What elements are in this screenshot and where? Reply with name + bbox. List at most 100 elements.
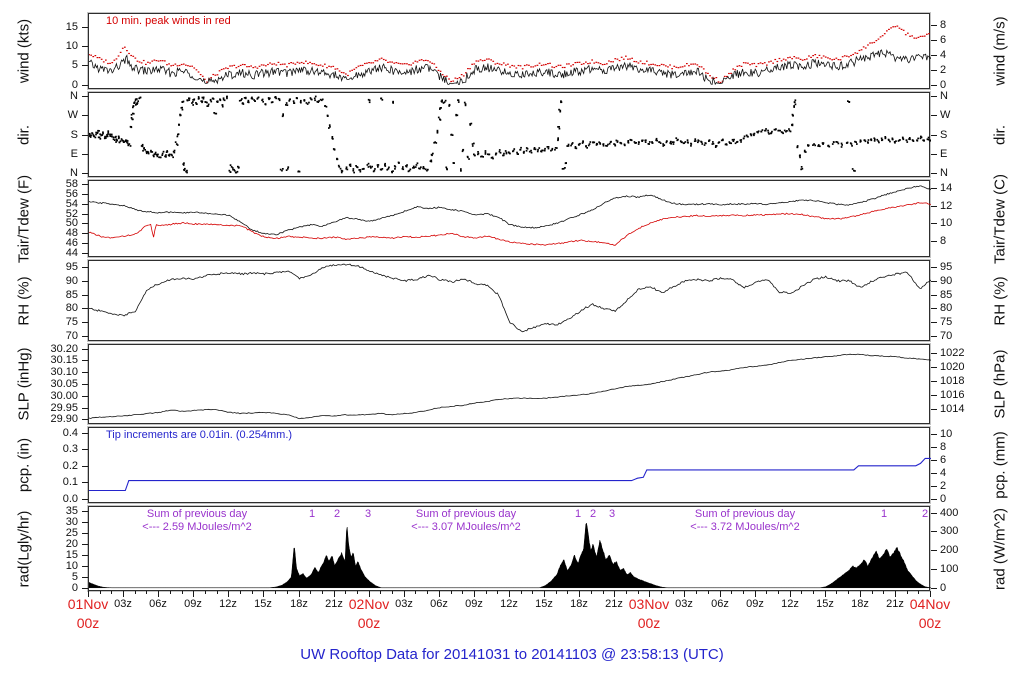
panel-pcp (88, 427, 931, 503)
x-axis-tick (217, 591, 218, 594)
axis-tick (931, 588, 937, 589)
x-axis-tick (310, 591, 311, 594)
axis-tick-label: 15 (65, 549, 78, 561)
axis-tick (82, 544, 88, 545)
x-axis-tick (532, 591, 533, 594)
x-axis-tick (474, 591, 475, 597)
axis-tick (82, 322, 88, 323)
axis-tick (82, 96, 88, 97)
axis-tick (82, 135, 88, 136)
x-axis-tick (404, 591, 405, 597)
axis-tick (931, 447, 937, 448)
axis-tick (82, 194, 88, 195)
x-day-label: 01Nov (67, 596, 109, 612)
x-axis-tick (614, 591, 615, 597)
axis-tick (82, 308, 88, 309)
axis-tick (82, 65, 88, 66)
axis-tick-label: 5 (71, 571, 78, 583)
rad-digit-label: 1 (880, 508, 888, 520)
rad-digit-label: 1 (308, 508, 316, 520)
axis-tick (931, 40, 937, 41)
axis-tick-label: 8 (940, 441, 947, 453)
axis-tick (82, 184, 88, 185)
axis-tick-label: 48 (65, 227, 78, 239)
axis-tick-label: 0 (940, 493, 947, 505)
axis-tick-label: 2 (940, 64, 947, 76)
x-hour-label: 03z (675, 598, 693, 610)
axis-tick (931, 55, 937, 56)
axis-tick-label: 0 (940, 582, 947, 594)
x-axis-tick (696, 591, 697, 594)
axis-tick (82, 482, 88, 483)
axis-tick-label: 29.95 (50, 402, 78, 414)
axis-tick (82, 511, 88, 512)
rad-digit-label: 3 (364, 508, 372, 520)
axis-tick (82, 46, 88, 47)
axis-tick-label: 15 (65, 21, 78, 33)
axis-tick (931, 569, 937, 570)
axis-tick (931, 135, 937, 136)
axis-tick (931, 550, 937, 551)
x-day-label: 00z (637, 615, 661, 631)
axis-tick (82, 214, 88, 215)
x-axis-tick (299, 591, 300, 597)
y-axis-label-left-pcp: pcp. (in) (15, 437, 33, 493)
series-peak-10min (89, 25, 930, 84)
x-axis-tick (836, 591, 837, 594)
x-axis-tick (228, 591, 229, 597)
rad-digit-label: 3 (608, 508, 616, 520)
x-axis-tick (790, 591, 791, 597)
axis-tick (931, 395, 937, 396)
axis-tick-label: 58 (65, 178, 78, 190)
x-axis-tick (451, 591, 452, 594)
x-hour-label: 18z (851, 598, 869, 610)
axis-tick-label: 0.2 (62, 460, 78, 472)
x-axis-tick (766, 591, 767, 594)
x-day-label: 00z (357, 615, 381, 631)
rad-digit-label: 2 (333, 508, 341, 520)
x-axis-tick (193, 591, 194, 597)
axis-tick-label: 1022 (940, 347, 965, 359)
axis-tick-label: E (940, 148, 948, 160)
axis-tick (82, 449, 88, 450)
y-axis-label-left-wind: wind (kts) (15, 18, 33, 84)
panel-note-pcp: Tip increments are 0.01in. (0.254mm.) (106, 429, 293, 441)
axis-tick-label: 50 (65, 217, 78, 229)
axis-tick (82, 577, 88, 578)
x-axis-tick (591, 591, 592, 594)
y-axis-label-left-tair: Tair/Tdew (F) (15, 174, 33, 263)
axis-tick-label: 100 (940, 563, 959, 575)
axis-tick (82, 566, 88, 567)
axis-tick (931, 473, 937, 474)
axis-tick (931, 188, 937, 189)
x-axis-tick (918, 591, 919, 594)
axis-tick (931, 322, 937, 323)
x-hour-label: 15z (254, 598, 272, 610)
axis-tick-label: 95 (940, 261, 953, 273)
axis-tick (931, 531, 937, 532)
axis-tick (82, 466, 88, 467)
axis-tick (82, 372, 88, 373)
axis-tick (82, 233, 88, 234)
x-axis-tick (556, 591, 557, 594)
axis-tick (82, 115, 88, 116)
axis-tick-label: 6 (940, 454, 947, 466)
axis-tick-label: 1020 (940, 361, 965, 373)
x-hour-label: 15z (816, 598, 834, 610)
axis-tick-label: 35 (65, 505, 78, 517)
axis-tick (931, 281, 937, 282)
x-axis-tick (334, 591, 335, 597)
figure-title: UW Rooftop Data for 20141031 to 20141103… (300, 646, 724, 663)
axis-tick (931, 173, 937, 174)
axis-tick (931, 115, 937, 116)
axis-tick (931, 409, 937, 410)
axis-tick (82, 533, 88, 534)
axis-tick (82, 384, 88, 385)
x-axis-tick (731, 591, 732, 594)
x-hour-label: 09z (184, 598, 202, 610)
axis-tick (82, 555, 88, 556)
x-axis-tick (661, 591, 662, 594)
axis-tick-label: W (940, 109, 951, 121)
axis-tick-label: W (67, 109, 78, 121)
